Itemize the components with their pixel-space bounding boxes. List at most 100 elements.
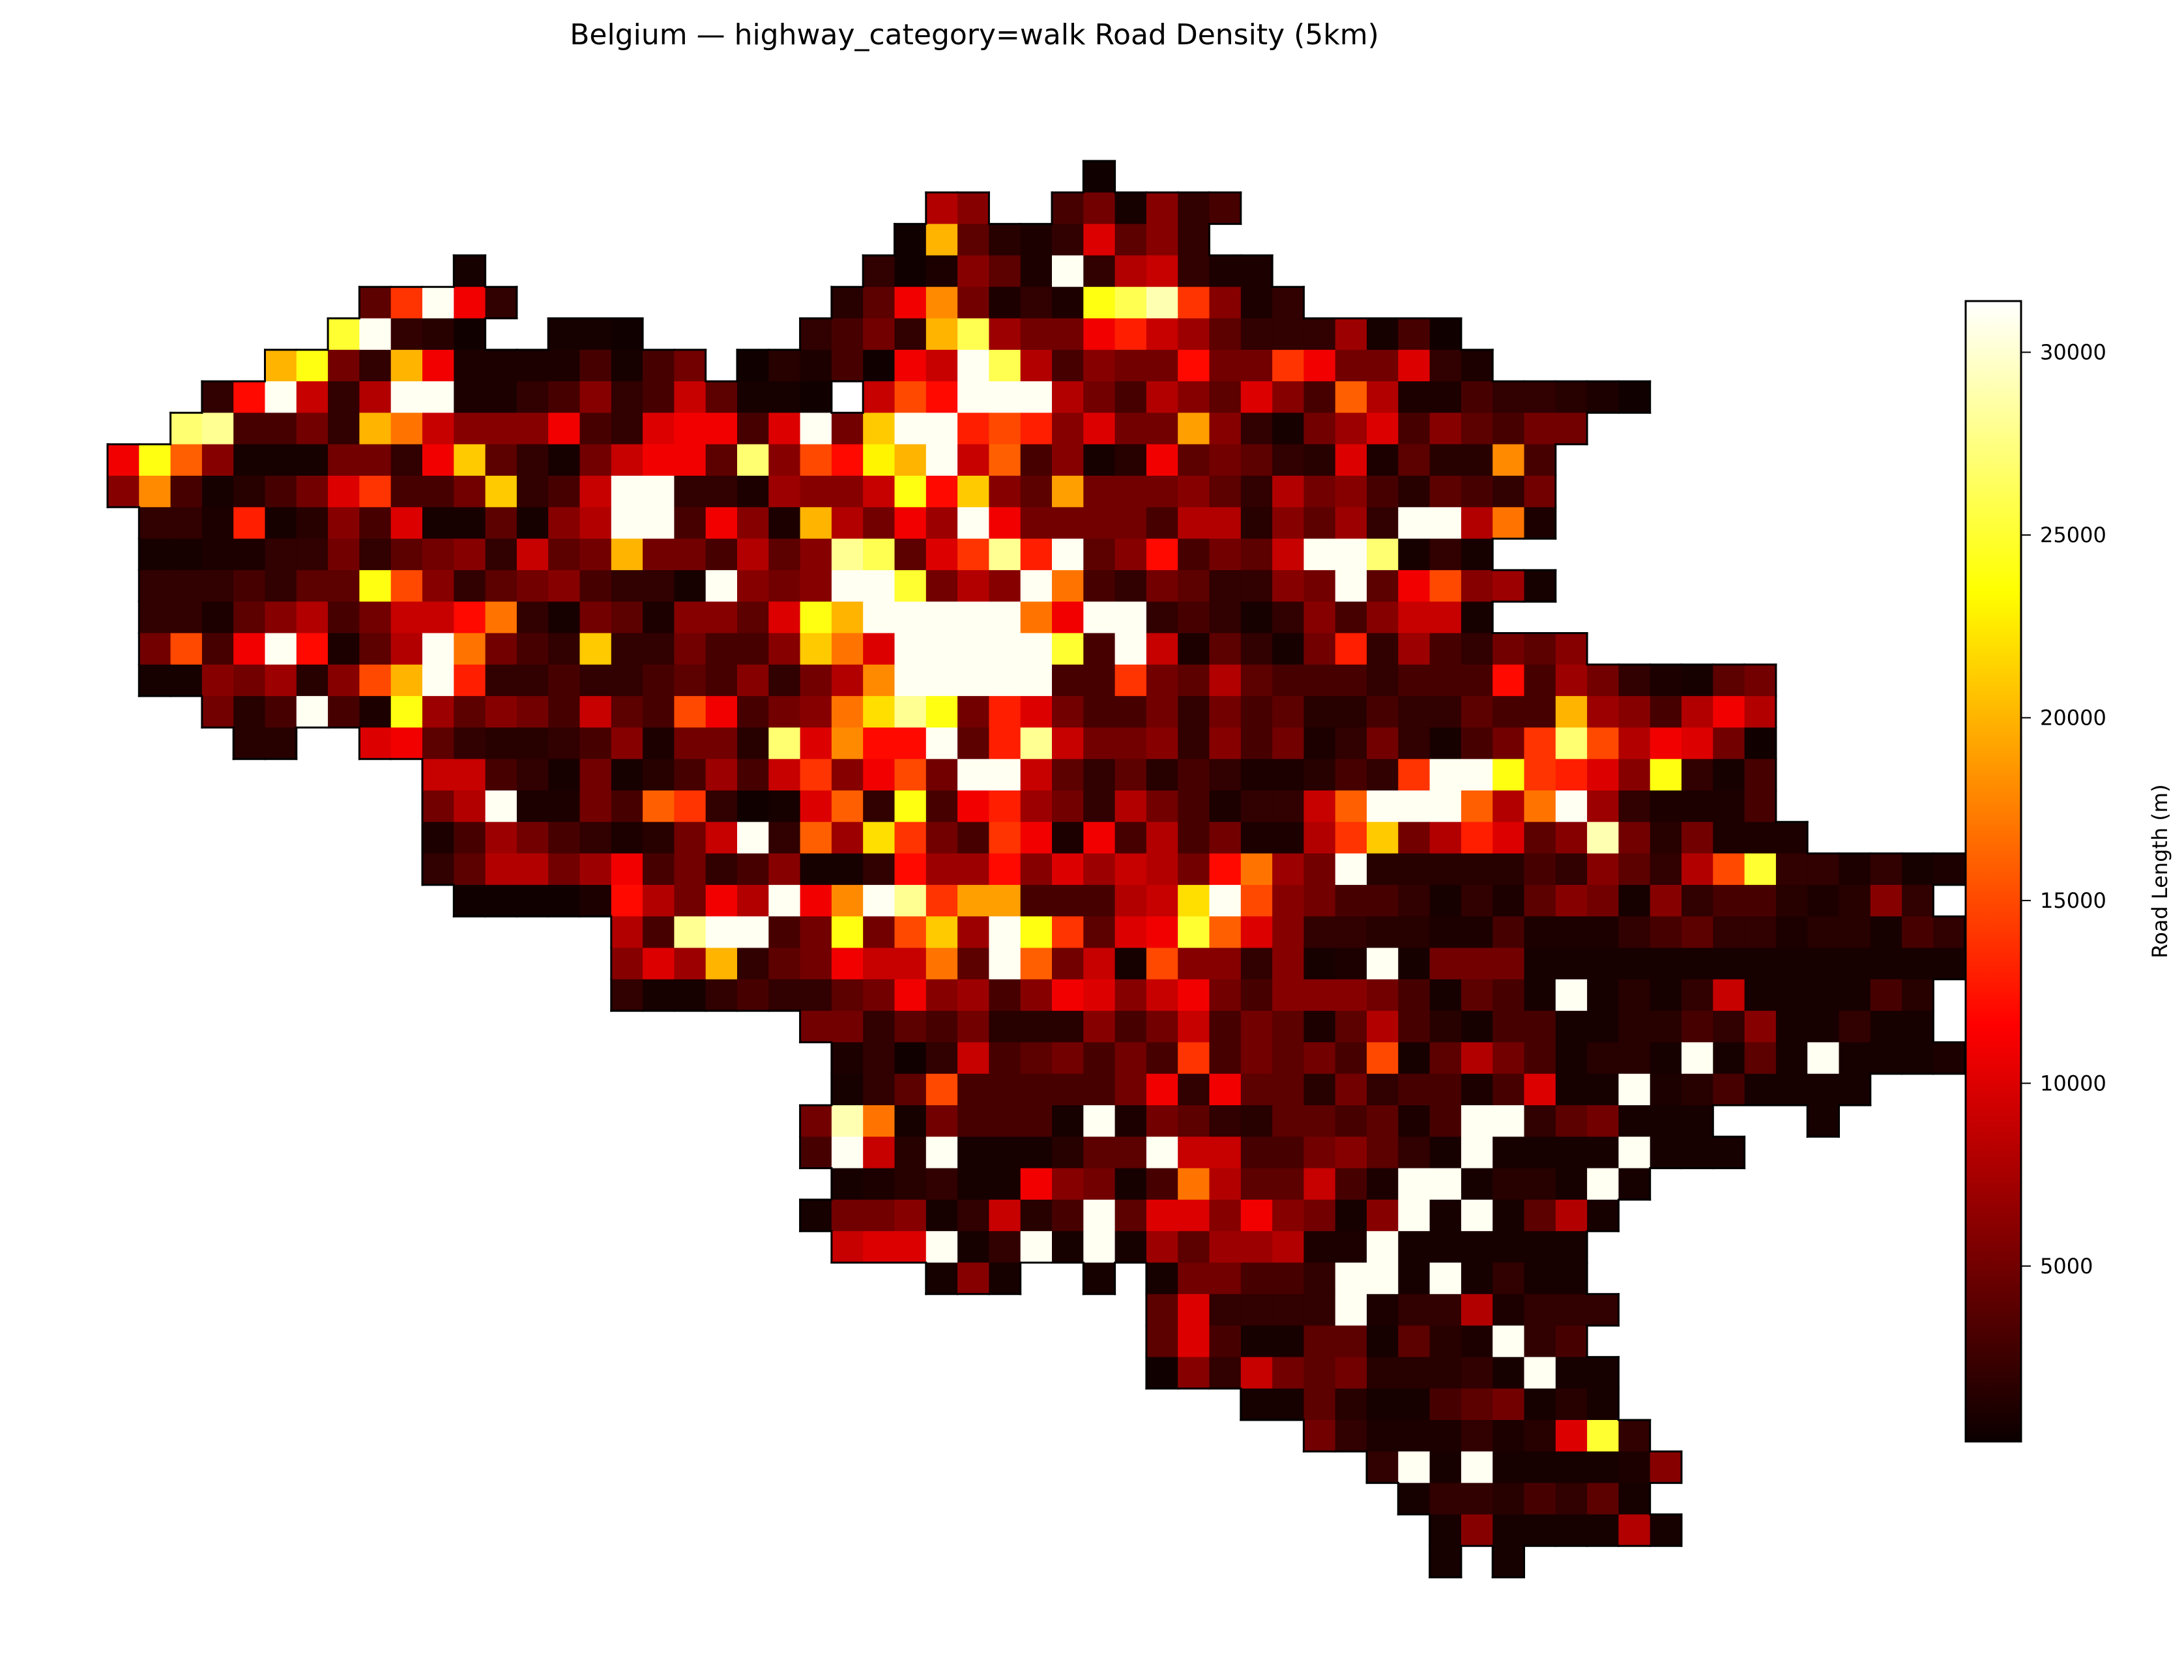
- heatmap-cell: [1618, 790, 1651, 822]
- heatmap-cell: [925, 696, 958, 728]
- heatmap-cell: [925, 318, 958, 351]
- heatmap-cell: [1178, 948, 1210, 980]
- heatmap-cell: [1367, 727, 1399, 760]
- heatmap-cell: [831, 570, 864, 602]
- heatmap-cell: [768, 696, 801, 728]
- heatmap-cell: [894, 413, 927, 445]
- heatmap-cell: [1367, 759, 1399, 791]
- heatmap-cell: [1682, 853, 1713, 886]
- heatmap-cell: [1146, 1357, 1178, 1389]
- heatmap-cell: [1587, 1042, 1619, 1075]
- heatmap-cell: [516, 538, 549, 571]
- heatmap-cell: [737, 759, 769, 791]
- heatmap-cell: [390, 318, 423, 351]
- heatmap-cell: [737, 444, 769, 476]
- heatmap-cell: [1335, 853, 1367, 886]
- heatmap-cell: [1209, 1325, 1242, 1357]
- heatmap-cell: [894, 1168, 927, 1200]
- heatmap-cell: [1555, 1294, 1588, 1326]
- colorbar: 5000 10000 15000 20000 25000 30000 Road Lengt…: [1964, 300, 2172, 1443]
- heatmap-cell: [894, 318, 927, 351]
- heatmap-cell: [1083, 192, 1116, 225]
- heatmap-cell: [831, 916, 864, 949]
- heatmap-cell: [1461, 633, 1493, 665]
- heatmap-cell: [1083, 381, 1116, 413]
- heatmap-cell: [863, 538, 895, 571]
- heatmap-cell: [1335, 1294, 1367, 1326]
- heatmap-cell: [1209, 664, 1242, 697]
- heatmap-cell: [139, 507, 171, 540]
- heatmap-cell: [705, 727, 738, 760]
- heatmap-cell: [643, 759, 675, 791]
- heatmap-cell: [1240, 476, 1273, 508]
- heatmap-cell: [1335, 664, 1367, 697]
- heatmap-cell: [957, 413, 989, 445]
- heatmap-cell: [1555, 1388, 1588, 1421]
- heatmap-cell: [989, 664, 1021, 697]
- heatmap-cell: [1461, 884, 1493, 917]
- heatmap-cell: [1335, 1073, 1367, 1106]
- heatmap-cell: [1303, 349, 1336, 382]
- heatmap-cell: [1083, 476, 1116, 508]
- heatmap-cell: [925, 916, 958, 949]
- heatmap-cell: [1461, 916, 1493, 949]
- heatmap-cell: [1524, 1105, 1556, 1137]
- heatmap-cell: [611, 979, 643, 1011]
- heatmap-cell: [548, 570, 581, 602]
- heatmap-cell: [359, 287, 392, 319]
- heatmap-cell: [1052, 538, 1084, 571]
- heatmap-cell: [674, 759, 706, 791]
- heatmap-cell: [894, 884, 927, 917]
- heatmap-cell: [170, 664, 203, 697]
- heatmap-cell: [1020, 1042, 1053, 1075]
- heatmap-cell: [1367, 1388, 1399, 1421]
- heatmap-cell: [705, 759, 738, 791]
- heatmap-cell: [1555, 381, 1588, 413]
- heatmap-cell: [1461, 1042, 1493, 1075]
- heatmap-cell: [454, 476, 486, 508]
- heatmap-cell: [1367, 1011, 1399, 1043]
- heatmap-cell: [233, 507, 266, 540]
- heatmap-cell: [1367, 853, 1399, 886]
- heatmap-cell: [1146, 1042, 1178, 1075]
- heatmap-cell: [863, 884, 895, 917]
- heatmap-cell: [1524, 759, 1556, 791]
- heatmap-cell: [201, 381, 234, 413]
- heatmap-cell: [989, 1262, 1021, 1295]
- heatmap-cell: [831, 538, 864, 571]
- heatmap-cell: [485, 413, 517, 445]
- heatmap-cell: [831, 444, 864, 476]
- heatmap-cell: [454, 381, 486, 413]
- heatmap-cell: [1870, 853, 1902, 886]
- heatmap-cell: [1492, 696, 1525, 728]
- heatmap-cell: [1114, 853, 1147, 886]
- heatmap-cell: [1902, 1042, 1934, 1075]
- heatmap-cell: [1492, 1451, 1525, 1484]
- heatmap-cell: [1587, 1357, 1619, 1389]
- heatmap-cell: [1839, 916, 1871, 949]
- heatmap-cell: [1114, 1137, 1147, 1169]
- heatmap-cell: [1083, 349, 1116, 382]
- heatmap-cell: [422, 822, 454, 854]
- heatmap-cell: [989, 318, 1021, 351]
- heatmap-cell: [1114, 696, 1147, 728]
- heatmap-cell: [1555, 979, 1588, 1011]
- heatmap-cell: [1618, 759, 1651, 791]
- heatmap-cell: [579, 759, 612, 791]
- heatmap-cell: [1020, 1073, 1053, 1106]
- heatmap-cell: [1272, 476, 1304, 508]
- heatmap-cell: [1083, 1262, 1116, 1295]
- heatmap-cell: [454, 413, 486, 445]
- heatmap-cell: [1335, 696, 1367, 728]
- heatmap-cell: [894, 633, 927, 665]
- heatmap-cell: [1398, 822, 1431, 854]
- heatmap-cell: [1524, 1294, 1556, 1326]
- heatmap-cell: [485, 601, 517, 634]
- heatmap-cell: [359, 727, 392, 760]
- heatmap-cell: [1272, 1168, 1304, 1200]
- heatmap-cell: [170, 570, 203, 602]
- heatmap-cell: [1870, 948, 1902, 980]
- heatmap-cell: [800, 853, 832, 886]
- heatmap-cell: [1335, 1420, 1367, 1452]
- heatmap-cell: [1020, 318, 1053, 351]
